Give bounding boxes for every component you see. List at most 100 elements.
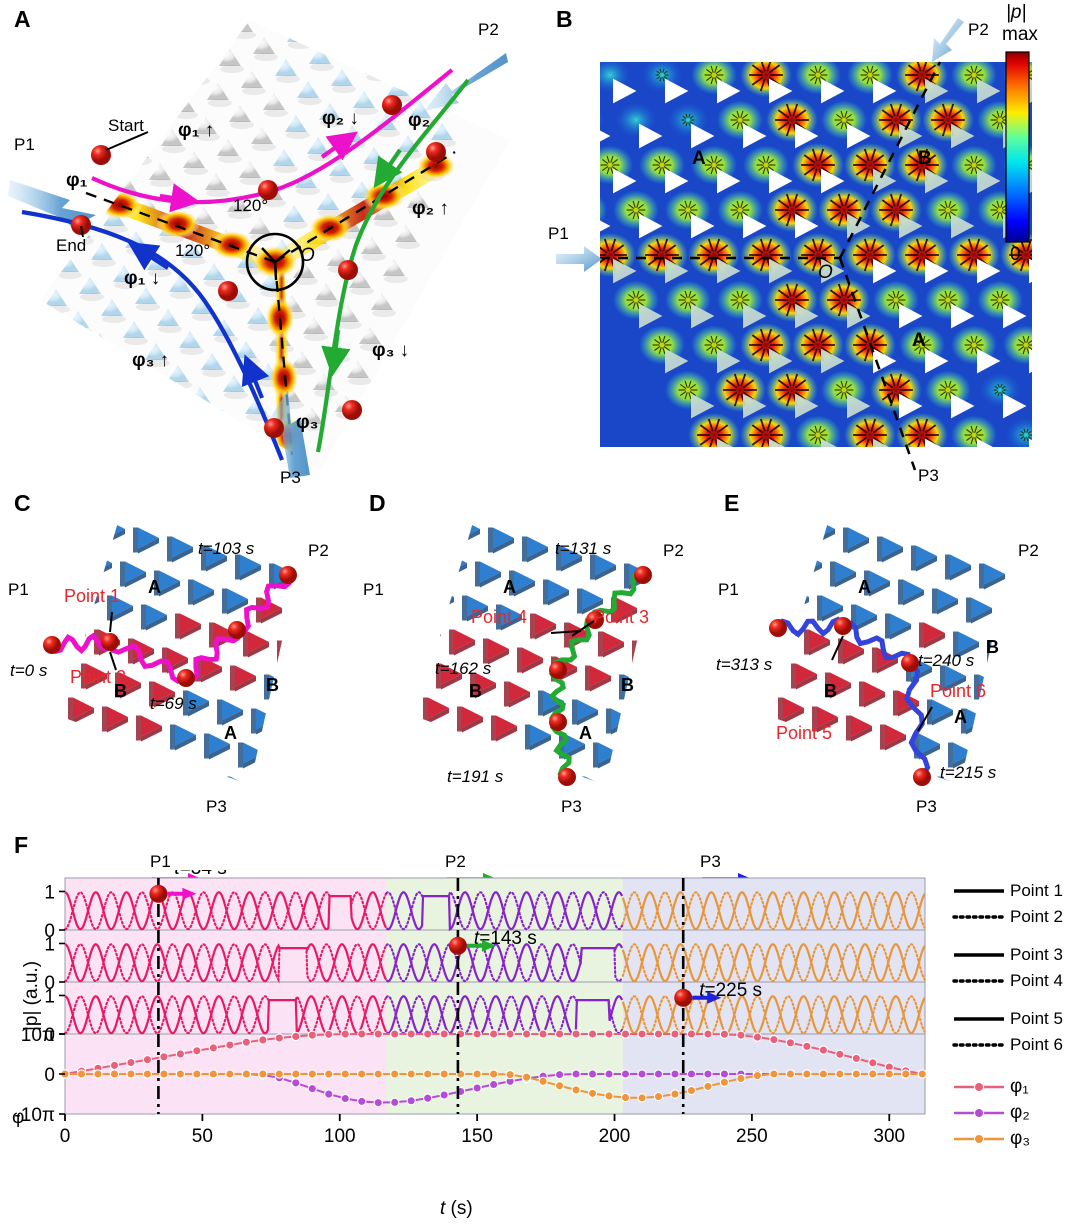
panel-a-label-phi3-in: φ₃ bbox=[296, 412, 319, 433]
phase-marker bbox=[505, 1069, 515, 1080]
colorbar-title: |p| bbox=[1006, 2, 1026, 24]
svg-text:t=34 s: t=34 s bbox=[174, 870, 226, 879]
phase-marker bbox=[620, 1069, 631, 1079]
path-legend-from: P1 bbox=[150, 852, 171, 871]
panel-a-label-start: Start bbox=[108, 116, 144, 135]
panel-d-label-p1: P1 bbox=[363, 580, 384, 599]
panel-c-canvas bbox=[43, 518, 300, 785]
phase-marker bbox=[571, 1029, 581, 1039]
panel-d-label-p2: P2 bbox=[663, 541, 684, 560]
phase-marker bbox=[686, 1029, 697, 1039]
phase-marker bbox=[686, 1069, 697, 1079]
xtick-0: 0 bbox=[60, 1126, 71, 1147]
phase-marker bbox=[521, 1029, 532, 1039]
panel-a-label-phi2-down: φ₂ ↓ bbox=[322, 108, 359, 130]
panel-e: E P1 P2 P3 A B B A Point 5 Point 6 t=313… bbox=[710, 485, 1080, 825]
panel-c-leader-1 bbox=[109, 611, 113, 633]
panel-e-domain-a-top: A bbox=[858, 577, 871, 597]
phase-marker bbox=[604, 1069, 614, 1079]
phase-marker bbox=[785, 1038, 796, 1048]
legend-item-8: φ₂ bbox=[952, 1100, 1030, 1126]
phase-marker bbox=[159, 1069, 169, 1079]
phi3-down-arrow: ↓ bbox=[399, 340, 410, 361]
phase-marker bbox=[340, 1093, 350, 1104]
phase-marker bbox=[274, 1033, 284, 1043]
phase-marker bbox=[208, 1043, 219, 1053]
phase-marker bbox=[752, 1032, 763, 1042]
panel-c-domain-a-bottom: A bbox=[224, 723, 237, 743]
phase-marker bbox=[488, 1029, 499, 1039]
panel-e-letter: E bbox=[724, 490, 740, 516]
phase-marker bbox=[670, 1069, 680, 1079]
trace-dotted-s2-b1 bbox=[63, 943, 388, 984]
phase-marker bbox=[554, 1081, 565, 1091]
leader-end bbox=[80, 225, 84, 238]
phase-marker bbox=[604, 1091, 614, 1101]
phase-marker bbox=[769, 1034, 779, 1045]
legend-swatch-dotted bbox=[952, 979, 1006, 983]
phase-marker bbox=[785, 1069, 796, 1079]
phase-marker bbox=[620, 1029, 631, 1039]
panel-b-incident-arrows bbox=[556, 18, 964, 272]
phase-marker bbox=[488, 1079, 499, 1090]
phase-marker bbox=[637, 1093, 647, 1103]
phase-marker bbox=[884, 1069, 894, 1079]
phi2-up-arrow: ↑ bbox=[439, 198, 449, 219]
phase-marker bbox=[818, 1069, 828, 1079]
phase-marker bbox=[324, 1089, 334, 1099]
phase-marker bbox=[307, 1083, 317, 1094]
panel-d-letter: D bbox=[369, 490, 386, 516]
panel-a-label-p1: P1 bbox=[14, 135, 35, 154]
phase-marker bbox=[703, 1081, 713, 1092]
phase-marker bbox=[439, 1029, 449, 1039]
panel-c-label-p1: P1 bbox=[8, 580, 29, 599]
phase-marker bbox=[587, 1029, 598, 1039]
trace-dotted-s3-b3 bbox=[621, 995, 926, 1035]
phase-marker bbox=[373, 1069, 383, 1079]
path-p2-o-p3 bbox=[315, 78, 470, 453]
phase-marker bbox=[653, 1069, 664, 1079]
phase-marker bbox=[258, 1069, 268, 1079]
phase-marker bbox=[587, 1069, 598, 1079]
path-arrow-magenta-2 bbox=[320, 131, 358, 161]
phi3-up-text: φ₃ bbox=[132, 350, 155, 371]
phase-marker bbox=[571, 1069, 581, 1079]
panel-d-leader-3 bbox=[571, 620, 595, 637]
phase-marker bbox=[291, 1078, 301, 1088]
phase-marker bbox=[340, 1069, 350, 1079]
panel-c-t-start: t=0 s bbox=[10, 661, 48, 680]
legend-swatch-dotted bbox=[952, 1043, 1006, 1047]
panel-e-t-mid: t=240 s bbox=[918, 651, 975, 670]
phi3-up-arrow: ↑ bbox=[159, 350, 170, 371]
legend-label: Point 5 bbox=[1010, 1009, 1063, 1028]
legend-item-3: Point 3 bbox=[952, 942, 1063, 968]
xtick-3: 150 bbox=[461, 1126, 493, 1147]
legend-label: φ₂ bbox=[1010, 1102, 1030, 1123]
panel-b-domain-b-top: B bbox=[918, 148, 932, 169]
path-arrow-blue-1 bbox=[241, 354, 270, 399]
phase-marker bbox=[423, 1029, 433, 1039]
phase-marker bbox=[719, 1029, 730, 1039]
field-map bbox=[600, 62, 1032, 447]
phase-marker bbox=[291, 1069, 301, 1079]
trace-dotted-s1-b3 bbox=[621, 891, 926, 931]
panel-d-label-p3: P3 bbox=[561, 797, 582, 816]
phase-marker bbox=[769, 1069, 779, 1079]
xtick-4: 200 bbox=[599, 1126, 631, 1147]
legend-item-5: Point 5 bbox=[952, 1006, 1063, 1032]
panel-e-domain-b-left: B bbox=[824, 681, 837, 701]
phase-ytick-2: -10π bbox=[14, 1105, 55, 1126]
panel-f-ylabel-amp: |p| (a.u.) bbox=[21, 960, 42, 1032]
phase-marker bbox=[439, 1090, 449, 1100]
panel-e-leader-6 bbox=[917, 706, 933, 732]
trace-dotted-s2-b2 bbox=[385, 943, 624, 983]
phase-marker bbox=[538, 1029, 548, 1039]
panel-e-domain-a-bottom: A bbox=[954, 707, 967, 727]
legend-swatch-solid bbox=[954, 889, 1004, 893]
panel-a-label-angle-1: 120° bbox=[233, 196, 269, 215]
phi1-up-text: φ₁ bbox=[178, 120, 200, 141]
phase-marker bbox=[390, 1029, 400, 1039]
panel-e-label-p1: P1 bbox=[718, 580, 739, 599]
colorbar-max-label: max bbox=[1002, 24, 1038, 45]
panel-b-domain-a-bottom: A bbox=[912, 330, 926, 351]
